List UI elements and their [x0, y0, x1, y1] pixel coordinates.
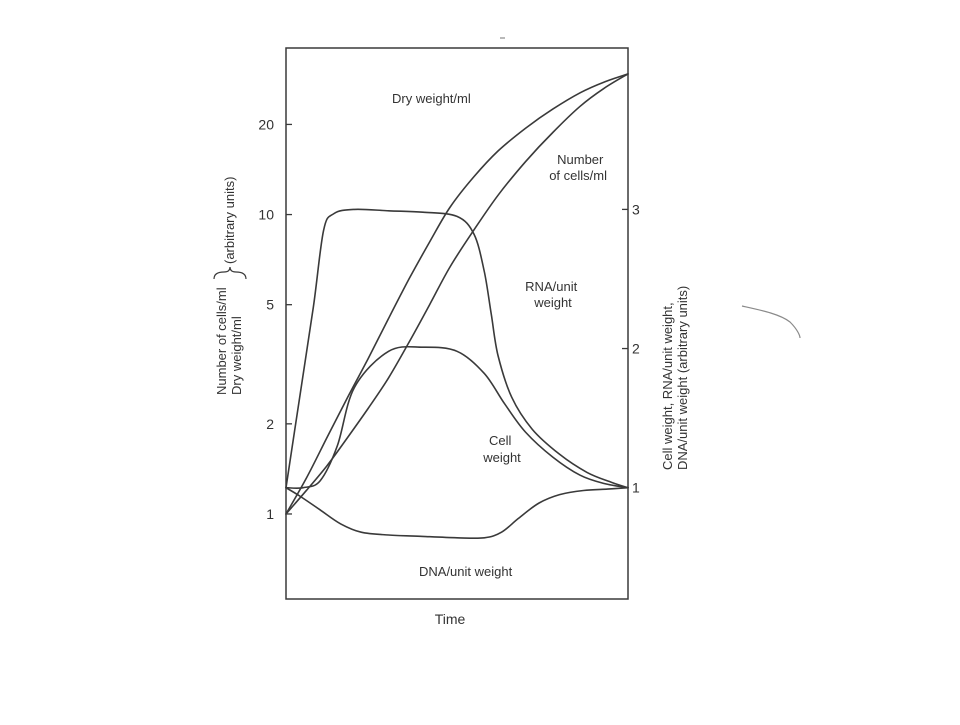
curves	[285, 73, 629, 540]
series-rna-unit-weight	[285, 208, 629, 489]
label-number-of-cells-line2: of cells/ml	[549, 168, 607, 183]
series-dry-weight-ml	[285, 73, 629, 515]
right-tick-label-1: 1	[632, 480, 640, 496]
series-number-of-cells-ml	[285, 73, 629, 515]
label-cell-weight: Cell weight	[482, 433, 521, 465]
series-cell-weight	[285, 345, 629, 489]
left-tick-label-2: 2	[266, 416, 274, 432]
label-dry-weight: Dry weight/ml	[392, 91, 471, 106]
label-rna-line2: weight	[533, 295, 572, 310]
left-axis-brace	[213, 266, 247, 280]
label-rna-line1: RNA/unit	[525, 279, 577, 294]
label-number-of-cells: Number of cells/ml	[549, 152, 607, 183]
right-axis-title: Cell weight, RNA/unit weight, DNA/unit w…	[660, 286, 690, 470]
left-tick-label-5: 5	[266, 297, 274, 313]
right-axis-title-line2: DNA/unit weight (arbitrary units)	[675, 286, 690, 470]
series-dna-unit-weight	[285, 486, 629, 540]
label-cell-weight-line1: Cell	[489, 433, 512, 448]
left-axis-ticks: 1 2 5 10 20	[258, 116, 292, 522]
scan-smudge	[741, 305, 801, 339]
left-tick-label-10: 10	[258, 207, 274, 223]
left-axis-title-line2: Dry weight/ml	[229, 316, 244, 395]
right-axis-title-line1: Cell weight, RNA/unit weight,	[660, 302, 675, 470]
label-number-of-cells-line1: Number	[557, 152, 604, 167]
x-axis-title: Time	[435, 611, 466, 627]
left-axis-title-units: (arbitrary units)	[222, 177, 237, 264]
right-tick-label-3: 3	[632, 201, 640, 217]
label-cell-weight-line2: weight	[482, 450, 521, 465]
label-rna: RNA/unit weight	[525, 279, 581, 310]
label-dna: DNA/unit weight	[419, 564, 513, 579]
plot-frame	[285, 47, 629, 600]
left-tick-label-1: 1	[266, 506, 274, 522]
left-axis-title-line1: Number of cells/ml	[214, 287, 229, 395]
right-tick-label-2: 2	[632, 341, 640, 357]
left-axis-title: Number of cells/ml Dry weight/ml (arbitr…	[213, 177, 247, 395]
right-axis-ticks: 1 2 3	[622, 201, 640, 496]
left-tick-label-20: 20	[258, 116, 274, 132]
